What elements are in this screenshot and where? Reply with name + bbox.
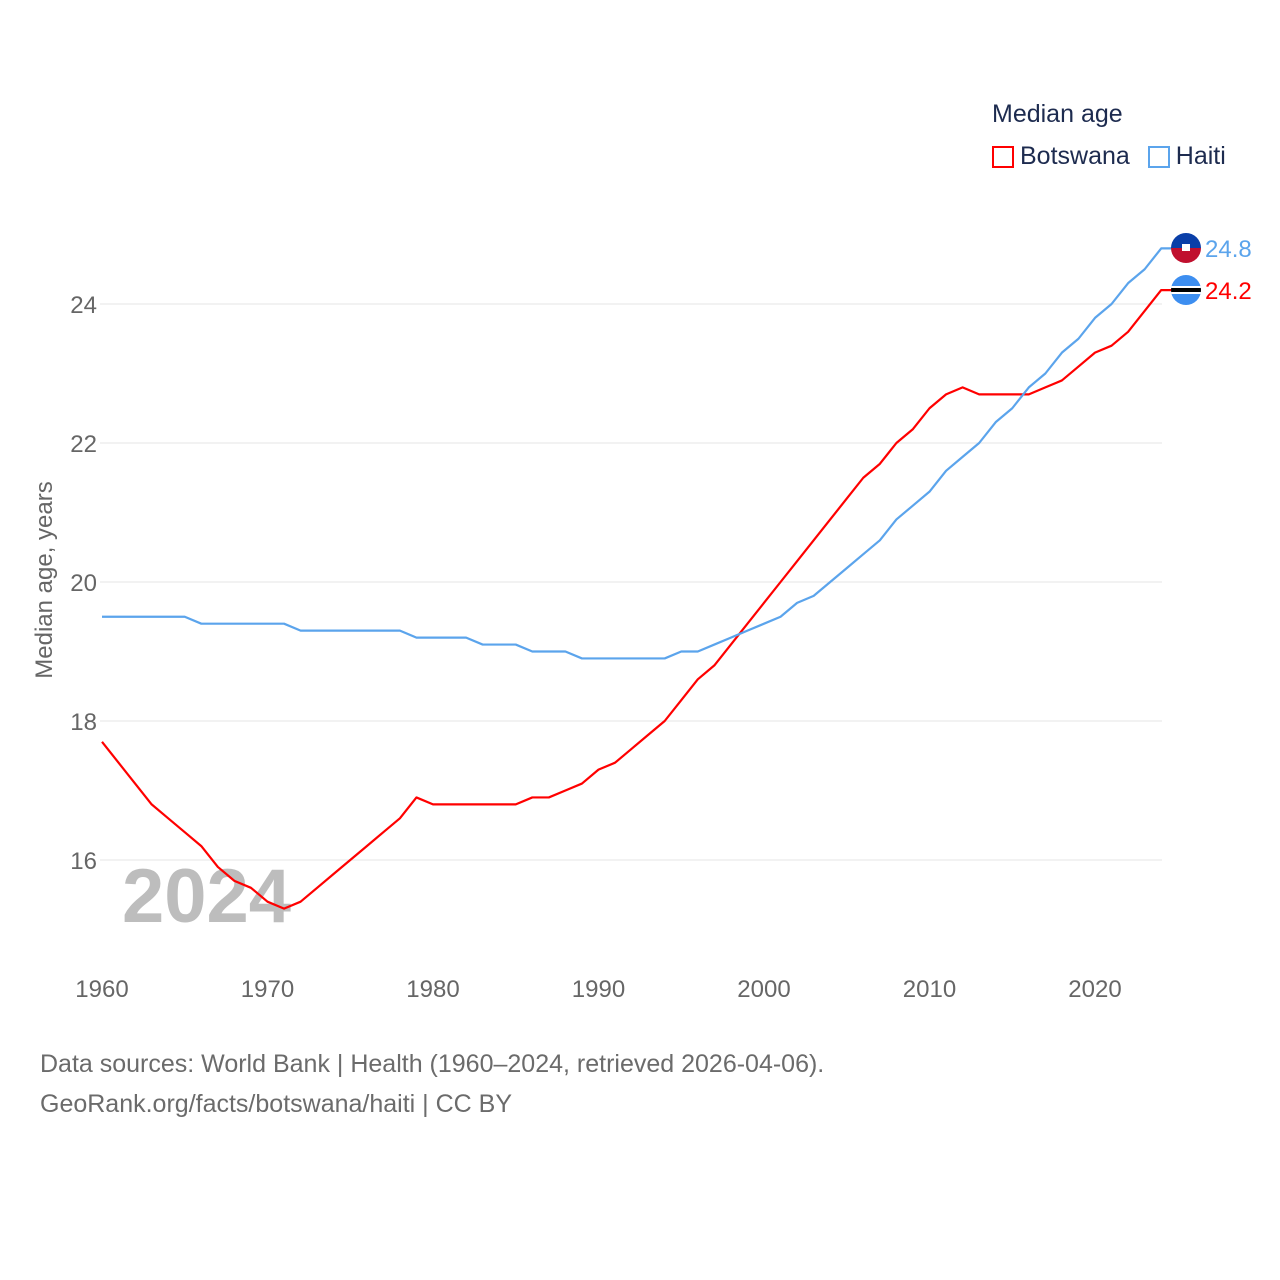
x-tick-label: 1960 <box>75 976 128 1003</box>
legend: Botswana Haiti <box>992 142 1226 171</box>
y-axis-label: Median age, years <box>31 481 58 678</box>
legend-item-botswana[interactable]: Botswana <box>992 142 1130 171</box>
x-tick-label: 2000 <box>737 976 790 1003</box>
flag-icon-haiti <box>1171 233 1201 263</box>
flag-icon-botswana <box>1171 275 1201 305</box>
y-tick-label: 22 <box>70 431 97 458</box>
series-line-botswana <box>101 289 1172 910</box>
end-label-botswana: 24.2 <box>1205 278 1252 305</box>
source-line-1: Data sources: World Bank | Health (1960–… <box>40 1050 825 1078</box>
year-watermark: 2024 <box>122 854 291 939</box>
source-line-2[interactable]: GeoRank.org/facts/botswana/haiti | CC BY <box>40 1090 512 1118</box>
y-tick-label: 18 <box>70 709 97 736</box>
y-tick-label: 16 <box>70 848 97 875</box>
x-tick-label: 2020 <box>1068 976 1121 1003</box>
legend-item-haiti[interactable]: Haiti <box>1147 142 1226 171</box>
x-tick-label: 1990 <box>572 976 625 1003</box>
y-tick-label: 24 <box>70 292 97 319</box>
legend-label-botswana: Botswana <box>1020 142 1130 170</box>
legend-swatch-botswana <box>992 145 1014 168</box>
legend-label-haiti: Haiti <box>1175 142 1226 170</box>
end-label-haiti: 24.8 <box>1205 236 1252 263</box>
x-tick-label: 1980 <box>406 976 459 1003</box>
y-tick-label: 20 <box>70 570 97 597</box>
x-tick-label: 2010 <box>903 976 956 1003</box>
legend-title: Median age <box>992 100 1123 128</box>
source-note: Data sources: World Bank | Health (1960–… <box>40 1044 824 1124</box>
x-tick-label: 1970 <box>241 976 294 1003</box>
legend-swatch-haiti <box>1147 145 1170 168</box>
series-line-haiti <box>102 247 1172 660</box>
